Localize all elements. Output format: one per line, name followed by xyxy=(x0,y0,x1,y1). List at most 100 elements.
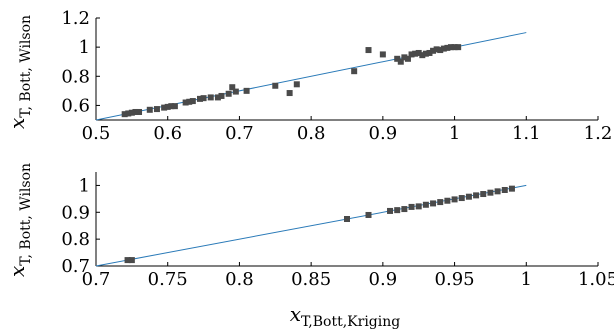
top-data-point xyxy=(171,103,178,110)
top-scatter-panel: 0.5 0.6 0.7 0.8 0.9 1 1.1 1.2 0.6 0.8 1 1.2 xyxy=(61,8,612,144)
top-data-point xyxy=(419,52,426,59)
top-data-point xyxy=(433,46,440,53)
top-x-tick-label: 1 xyxy=(449,123,460,144)
top-data-point xyxy=(229,84,236,91)
top-data-point xyxy=(200,95,207,102)
bottom-x-tick-label: 0.95 xyxy=(435,269,475,290)
top-data-point xyxy=(186,98,193,105)
bottom-y-tick-label: 0.8 xyxy=(61,229,90,250)
top-x-tick-label: 0.9 xyxy=(369,123,398,144)
top-data-point xyxy=(379,51,386,58)
top-data-point xyxy=(394,55,401,62)
top-x-tick-label: 0.7 xyxy=(225,123,254,144)
bottom-data-point xyxy=(401,206,408,213)
top-y-tick-label: 1 xyxy=(79,37,90,58)
bottom-data-point xyxy=(458,195,465,202)
top-data-point xyxy=(365,47,372,54)
axis-labels: xT, Bott, Wilson xT, Bott, Wilson xT,Bot… xyxy=(5,15,400,330)
top-x-tick-label: 0.5 xyxy=(82,123,111,144)
top-data-point xyxy=(293,81,300,88)
top-data-point xyxy=(408,51,415,58)
top-data-point xyxy=(182,99,189,106)
top-y-tick-label: 1.2 xyxy=(61,8,90,29)
bottom-data-point xyxy=(494,188,501,195)
top-data-point xyxy=(430,47,437,54)
top-data-point xyxy=(397,58,404,65)
bottom-data-point xyxy=(501,186,508,193)
top-data-point xyxy=(196,95,203,102)
top-data-point xyxy=(189,98,196,105)
bottom-y-tick-label: 0.9 xyxy=(61,202,90,223)
top-data-point xyxy=(146,106,153,113)
bottom-data-point xyxy=(430,200,437,207)
bottom-x-tick-label: 1.05 xyxy=(578,269,614,290)
bottom-data-point xyxy=(508,185,515,192)
top-data-point xyxy=(225,90,232,97)
top-data-point xyxy=(168,103,175,110)
top-data-point xyxy=(447,44,454,51)
bottom-data-point xyxy=(451,196,458,203)
top-data-point xyxy=(412,50,419,57)
top-data-point xyxy=(272,82,279,89)
top-data-point xyxy=(437,47,444,54)
bottom-x-tick-label: 1 xyxy=(521,269,532,290)
top-data-point xyxy=(426,49,433,56)
x-axis-label: xT,Bott,Kriging xyxy=(290,302,401,330)
bottom-data-point xyxy=(365,211,372,218)
top-data-point xyxy=(218,92,225,99)
bottom-x-tick-label: 0.75 xyxy=(148,269,188,290)
top-data-point xyxy=(422,50,429,57)
bottom-data-point xyxy=(394,207,401,214)
bottom-data-point xyxy=(128,257,135,264)
bottom-y-axis-label: xT, Bott, Wilson xyxy=(5,163,34,277)
top-y-tick-label: 0.6 xyxy=(61,95,90,116)
bottom-data-point xyxy=(444,197,451,204)
top-y-tick-label: 0.8 xyxy=(61,66,90,87)
bottom-x-tick-label: 0.85 xyxy=(291,269,331,290)
bottom-data-point xyxy=(387,207,394,214)
top-y-axis-label: xT, Bott, Wilson xyxy=(5,15,34,129)
bottom-data-point xyxy=(344,216,350,222)
bottom-data-point xyxy=(480,191,487,198)
top-data-point xyxy=(243,87,250,94)
top-data-point xyxy=(164,103,171,110)
bottom-data-point xyxy=(437,199,444,206)
top-data-point xyxy=(455,44,462,51)
top-data-point xyxy=(132,108,139,115)
top-data-point xyxy=(161,104,168,111)
top-data-point xyxy=(207,94,214,101)
bottom-x-tick-label: 0.7 xyxy=(82,269,111,290)
top-data-point xyxy=(128,109,135,116)
top-data-point xyxy=(153,106,160,113)
top-data-point xyxy=(415,49,422,56)
top-data-point xyxy=(444,44,451,51)
bottom-data-point xyxy=(487,189,494,196)
top-x-tick-label: 1.2 xyxy=(584,123,613,144)
top-data-point xyxy=(401,54,408,61)
top-data-point xyxy=(440,45,447,52)
bottom-data-point xyxy=(415,203,422,210)
top-data-point xyxy=(125,110,132,117)
top-data-point xyxy=(232,88,239,95)
bottom-data-point xyxy=(124,257,131,264)
bottom-x-tick-label: 0.9 xyxy=(369,269,398,290)
bottom-x-tick-label: 0.8 xyxy=(225,269,254,290)
top-x-tick-label: 1.1 xyxy=(512,123,541,144)
top-data-point xyxy=(136,108,143,115)
top-x-tick-label: 0.8 xyxy=(297,123,326,144)
top-data-point xyxy=(404,55,411,62)
top-data-point xyxy=(121,111,128,118)
top-x-tick-label: 0.6 xyxy=(153,123,182,144)
top-data-point xyxy=(451,44,458,51)
top-reference-line xyxy=(95,32,527,121)
top-data-point xyxy=(214,94,221,101)
bottom-data-point xyxy=(422,201,429,208)
top-data-point xyxy=(351,68,358,75)
top-data-point xyxy=(286,90,293,97)
bottom-data-point xyxy=(473,192,480,199)
bottom-data-point xyxy=(465,193,472,200)
bottom-scatter-panel: 0.7 0.75 0.8 0.85 0.9 0.95 1 1.05 0.7 0.8 0.9 1 xyxy=(61,172,614,290)
bottom-data-point xyxy=(408,203,415,210)
bottom-y-tick-label: 0.7 xyxy=(61,256,90,277)
